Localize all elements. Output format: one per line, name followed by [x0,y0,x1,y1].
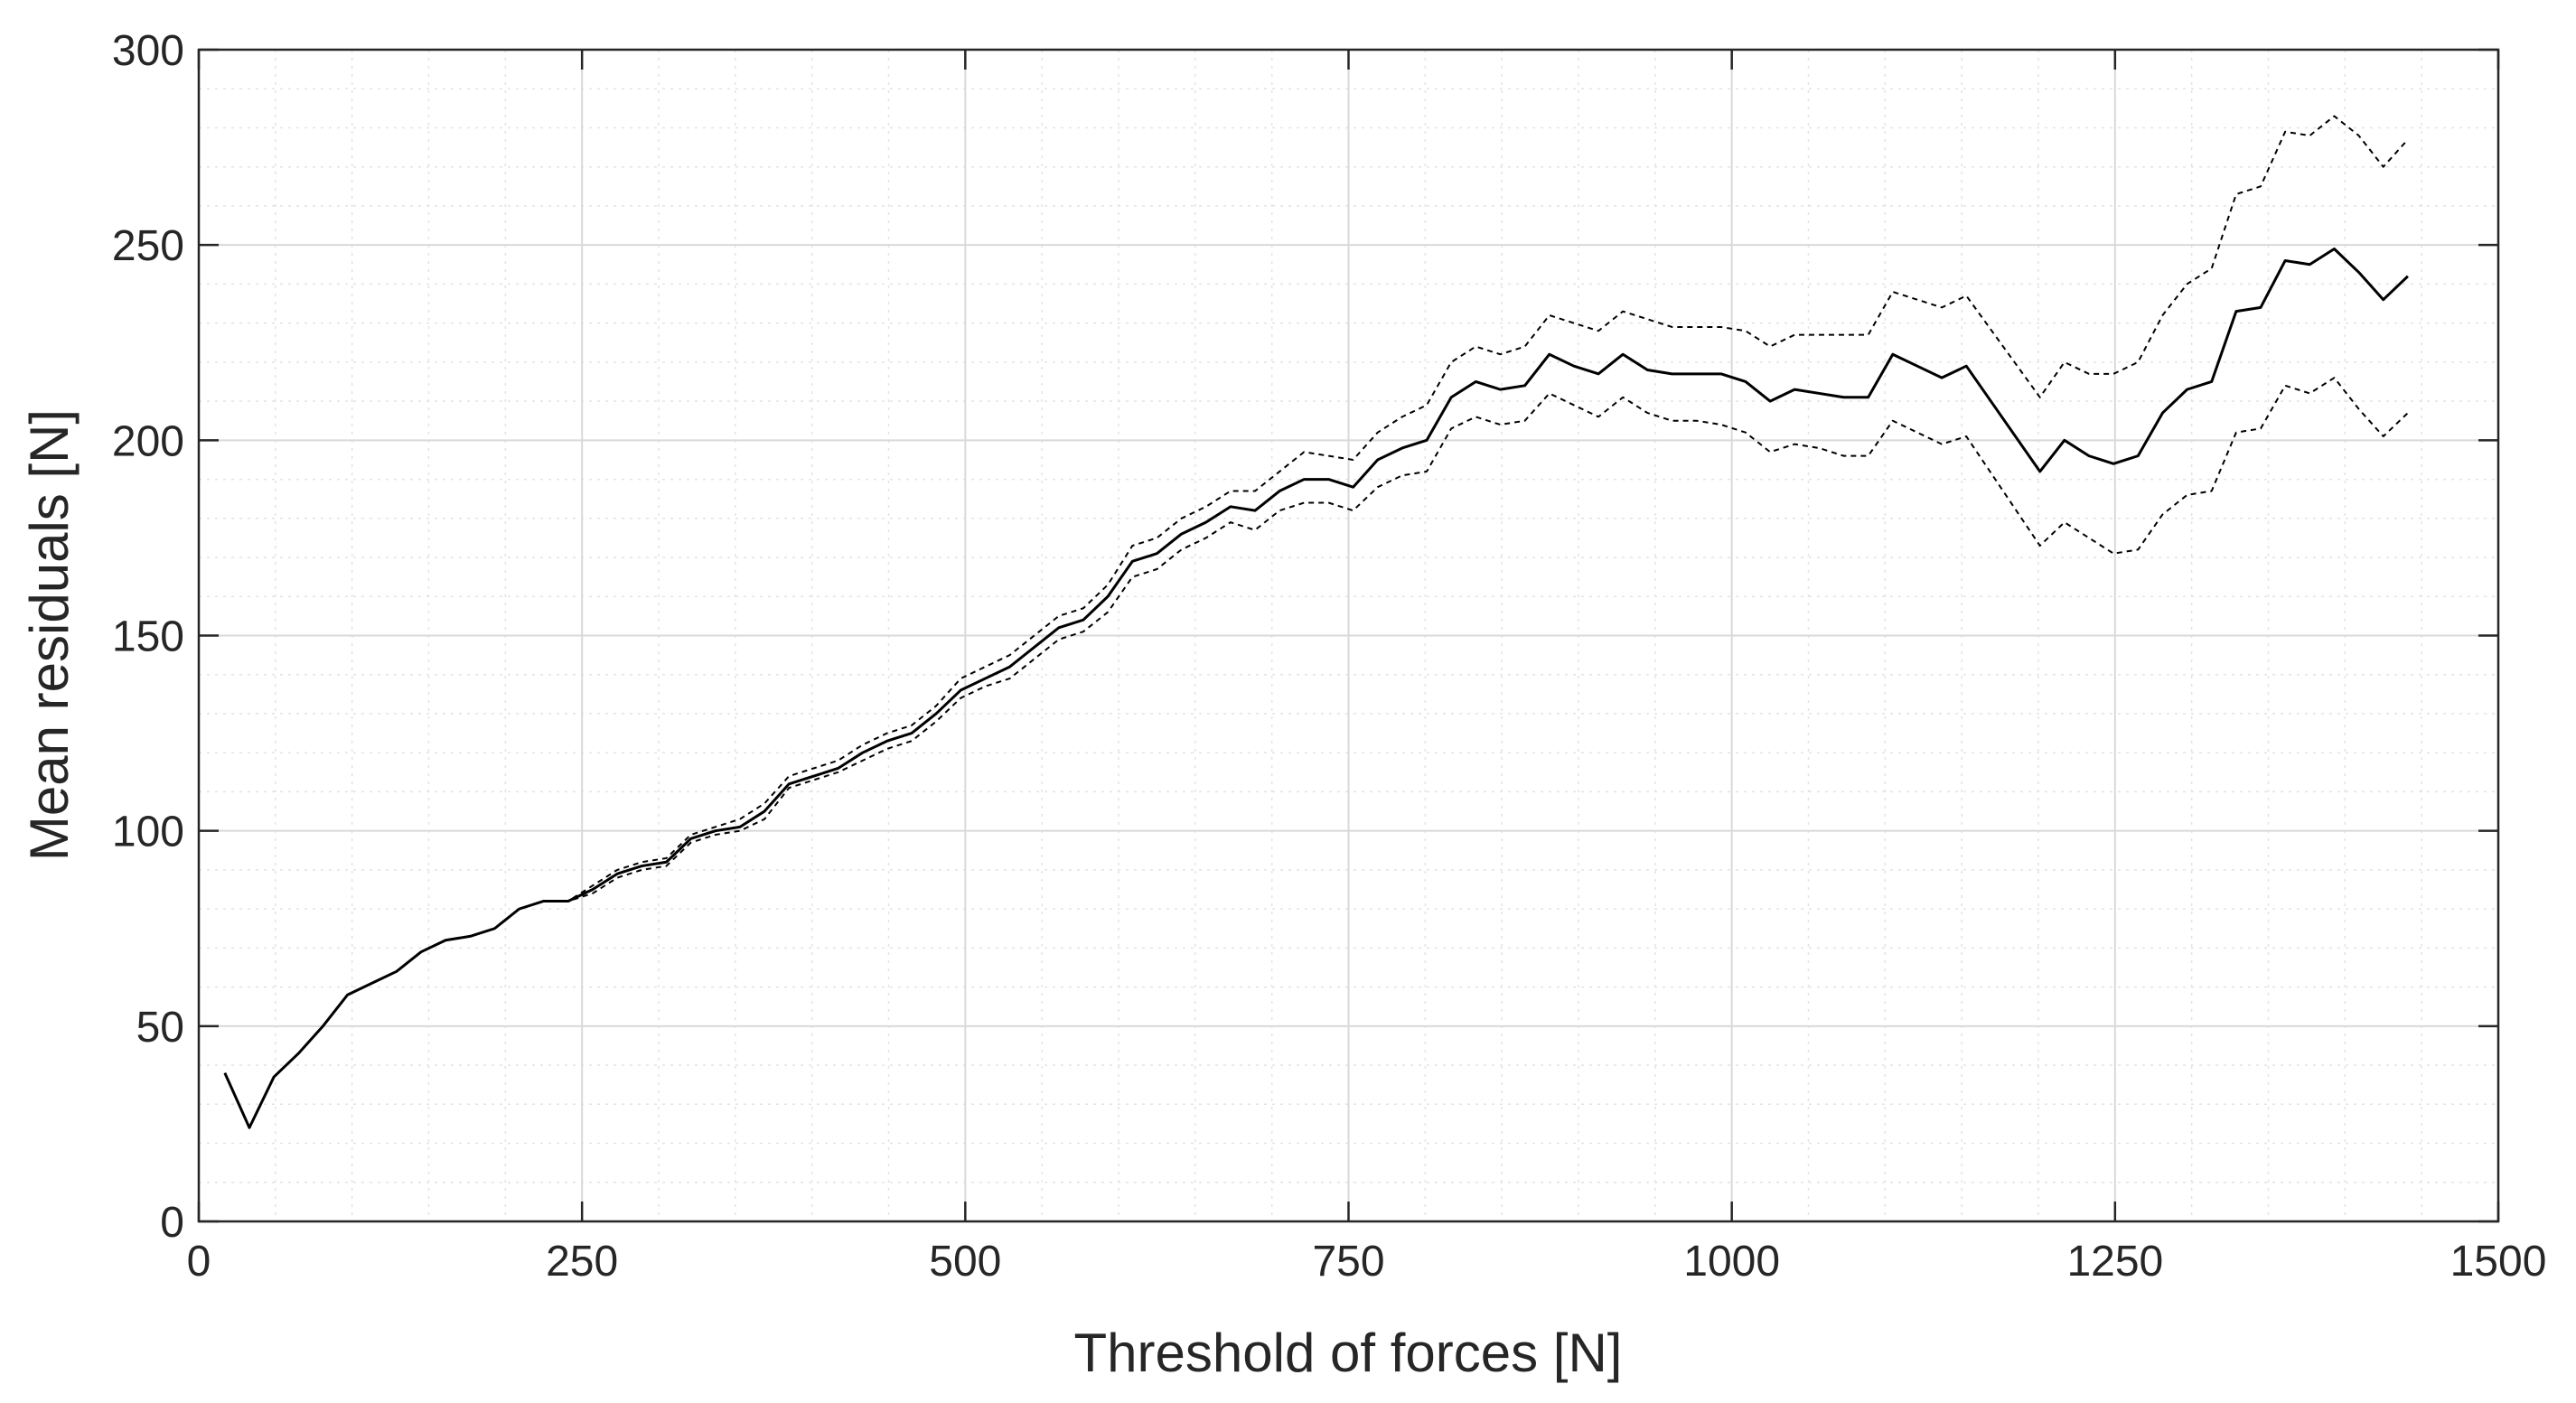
y-tick-label: 200 [112,417,184,465]
x-tick-label: 250 [546,1238,618,1286]
x-tick-label: 750 [1312,1238,1384,1286]
x-tick-label: 1250 [2066,1238,2163,1286]
x-tick-label: 1500 [2450,1238,2547,1286]
x-tick-label: 0 [187,1238,211,1286]
x-tick-labels: 0 250 500 750 1000 1250 1500 [187,1238,2547,1286]
lower-bound-line [223,377,2409,1129]
y-tick-label: 150 [112,613,184,661]
x-axis-label: Threshold of forces [N] [1074,1323,1623,1383]
y-tick-label: 300 [112,27,184,75]
y-tick-labels: 0 50 100 150 200 250 300 [112,27,184,1247]
mean-residuals-line [223,247,2409,1129]
y-tick-label: 50 [136,1004,184,1052]
y-tick-label: 0 [160,1199,184,1247]
x-tick-label: 1000 [1683,1238,1780,1286]
y-axis-label: Mean residuals [N] [19,409,80,861]
y-tick-label: 100 [112,809,184,856]
series-layer [223,115,2409,1129]
x-tick-label: 500 [929,1238,1001,1286]
axis-ticks [197,48,2500,1223]
y-tick-label: 250 [112,222,184,270]
